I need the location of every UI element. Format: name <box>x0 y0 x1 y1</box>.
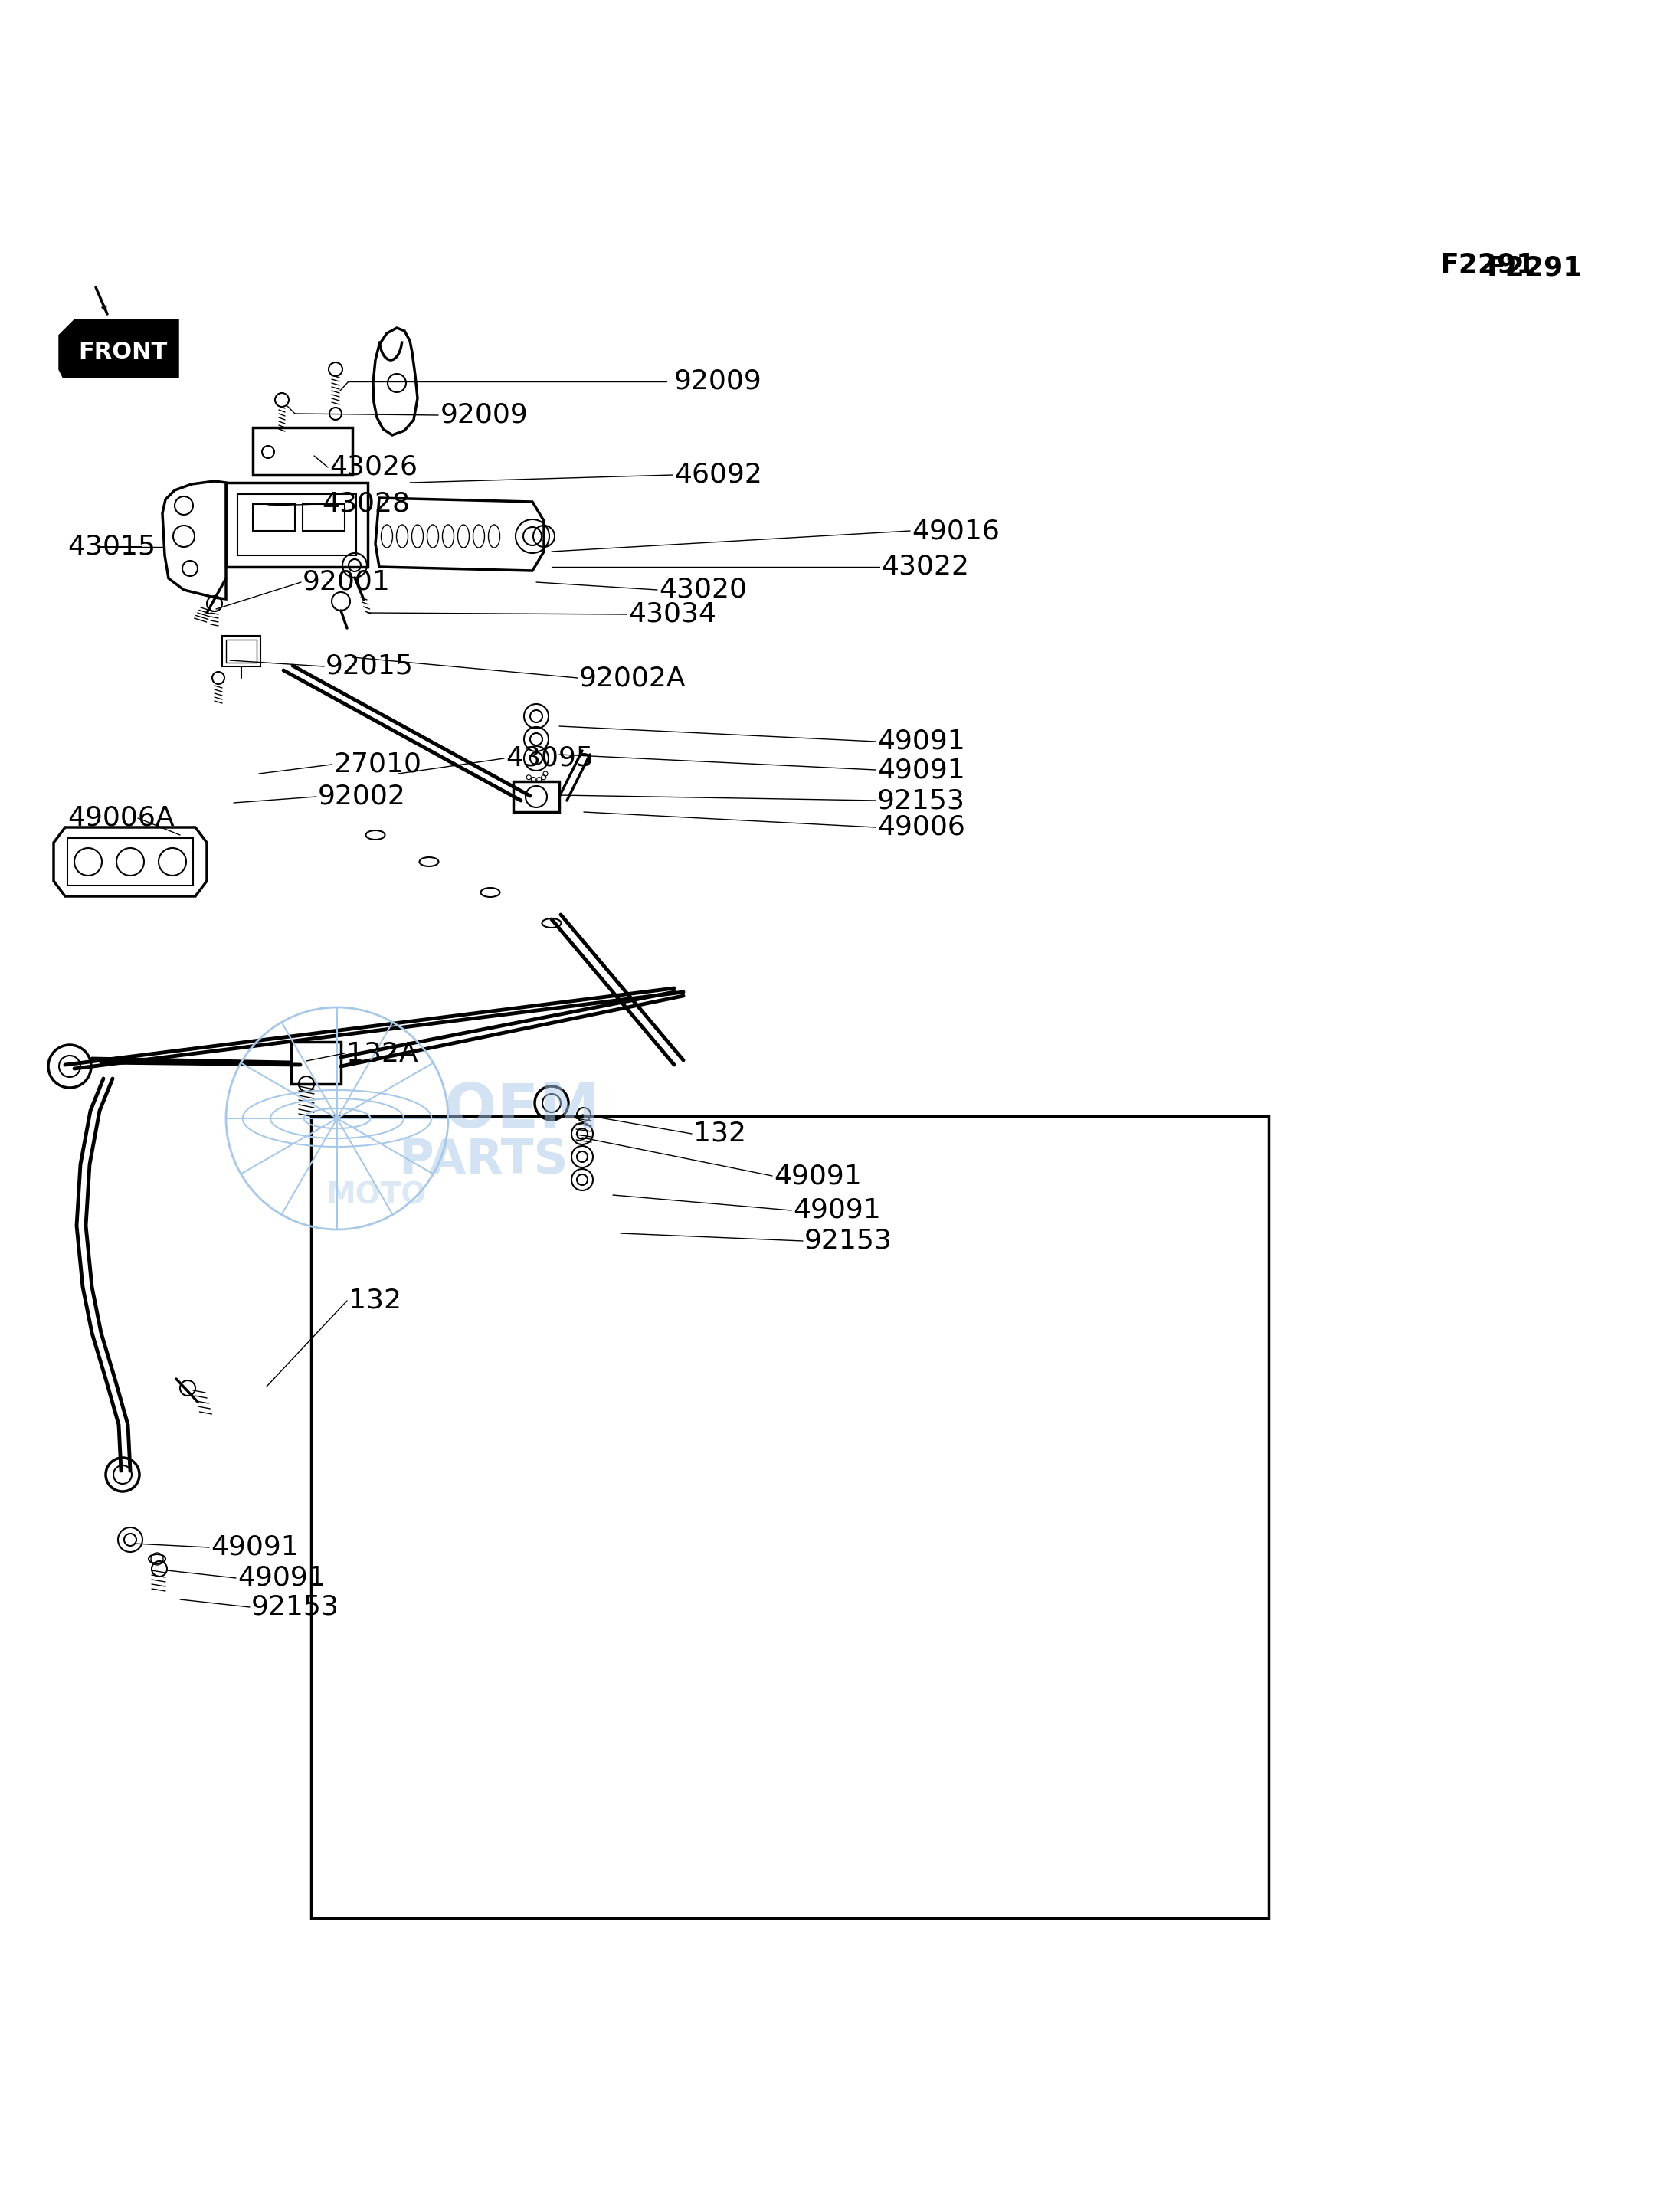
Text: 132: 132 <box>348 1287 402 1314</box>
Text: 92153: 92153 <box>252 1595 339 1619</box>
Text: F2291: F2291 <box>1487 255 1583 281</box>
Bar <box>227 483 368 567</box>
Text: 92015: 92015 <box>326 653 413 679</box>
Text: PARTS: PARTS <box>398 1138 568 1184</box>
Text: 43028: 43028 <box>323 492 410 516</box>
Bar <box>311 1116 1268 1918</box>
Text: 43095: 43095 <box>506 745 593 771</box>
Text: 132: 132 <box>694 1120 746 1147</box>
Text: FRONT: FRONT <box>77 341 166 363</box>
Text: 49006A: 49006A <box>67 804 175 830</box>
Text: 49091: 49091 <box>210 1534 299 1560</box>
Bar <box>222 635 260 666</box>
Text: OEM: OEM <box>444 1081 600 1140</box>
Text: 43015: 43015 <box>67 534 156 560</box>
Text: 43026: 43026 <box>329 455 418 481</box>
Text: 92153: 92153 <box>877 787 964 813</box>
Bar <box>252 503 296 532</box>
Text: 92009: 92009 <box>440 402 529 428</box>
Text: 49091: 49091 <box>877 756 964 782</box>
Text: 49016: 49016 <box>912 518 1000 545</box>
Text: F2291: F2291 <box>1440 250 1536 277</box>
Text: 43020: 43020 <box>659 578 748 602</box>
Text: 27010: 27010 <box>333 751 422 778</box>
Polygon shape <box>60 321 178 378</box>
Text: 49091: 49091 <box>237 1564 326 1591</box>
Bar <box>302 503 344 532</box>
Text: 46092: 46092 <box>674 461 763 488</box>
Text: 43034: 43034 <box>628 602 716 628</box>
Text: 92002: 92002 <box>318 784 407 811</box>
Text: 43022: 43022 <box>880 554 969 580</box>
Text: 92001: 92001 <box>302 569 391 595</box>
Text: 49091: 49091 <box>877 729 964 754</box>
Text: 92002A: 92002A <box>580 666 685 692</box>
Text: 132A: 132A <box>346 1041 418 1066</box>
Text: 92009: 92009 <box>674 369 763 395</box>
Text: 49091: 49091 <box>793 1197 880 1224</box>
Bar <box>67 837 193 885</box>
Text: 49091: 49091 <box>774 1162 862 1189</box>
Bar <box>227 639 257 663</box>
Text: 49006: 49006 <box>877 815 964 839</box>
Bar <box>514 782 559 813</box>
Bar <box>237 494 356 556</box>
Text: 92153: 92153 <box>805 1228 892 1254</box>
Bar <box>291 1041 341 1083</box>
Text: MOTO: MOTO <box>326 1180 427 1211</box>
